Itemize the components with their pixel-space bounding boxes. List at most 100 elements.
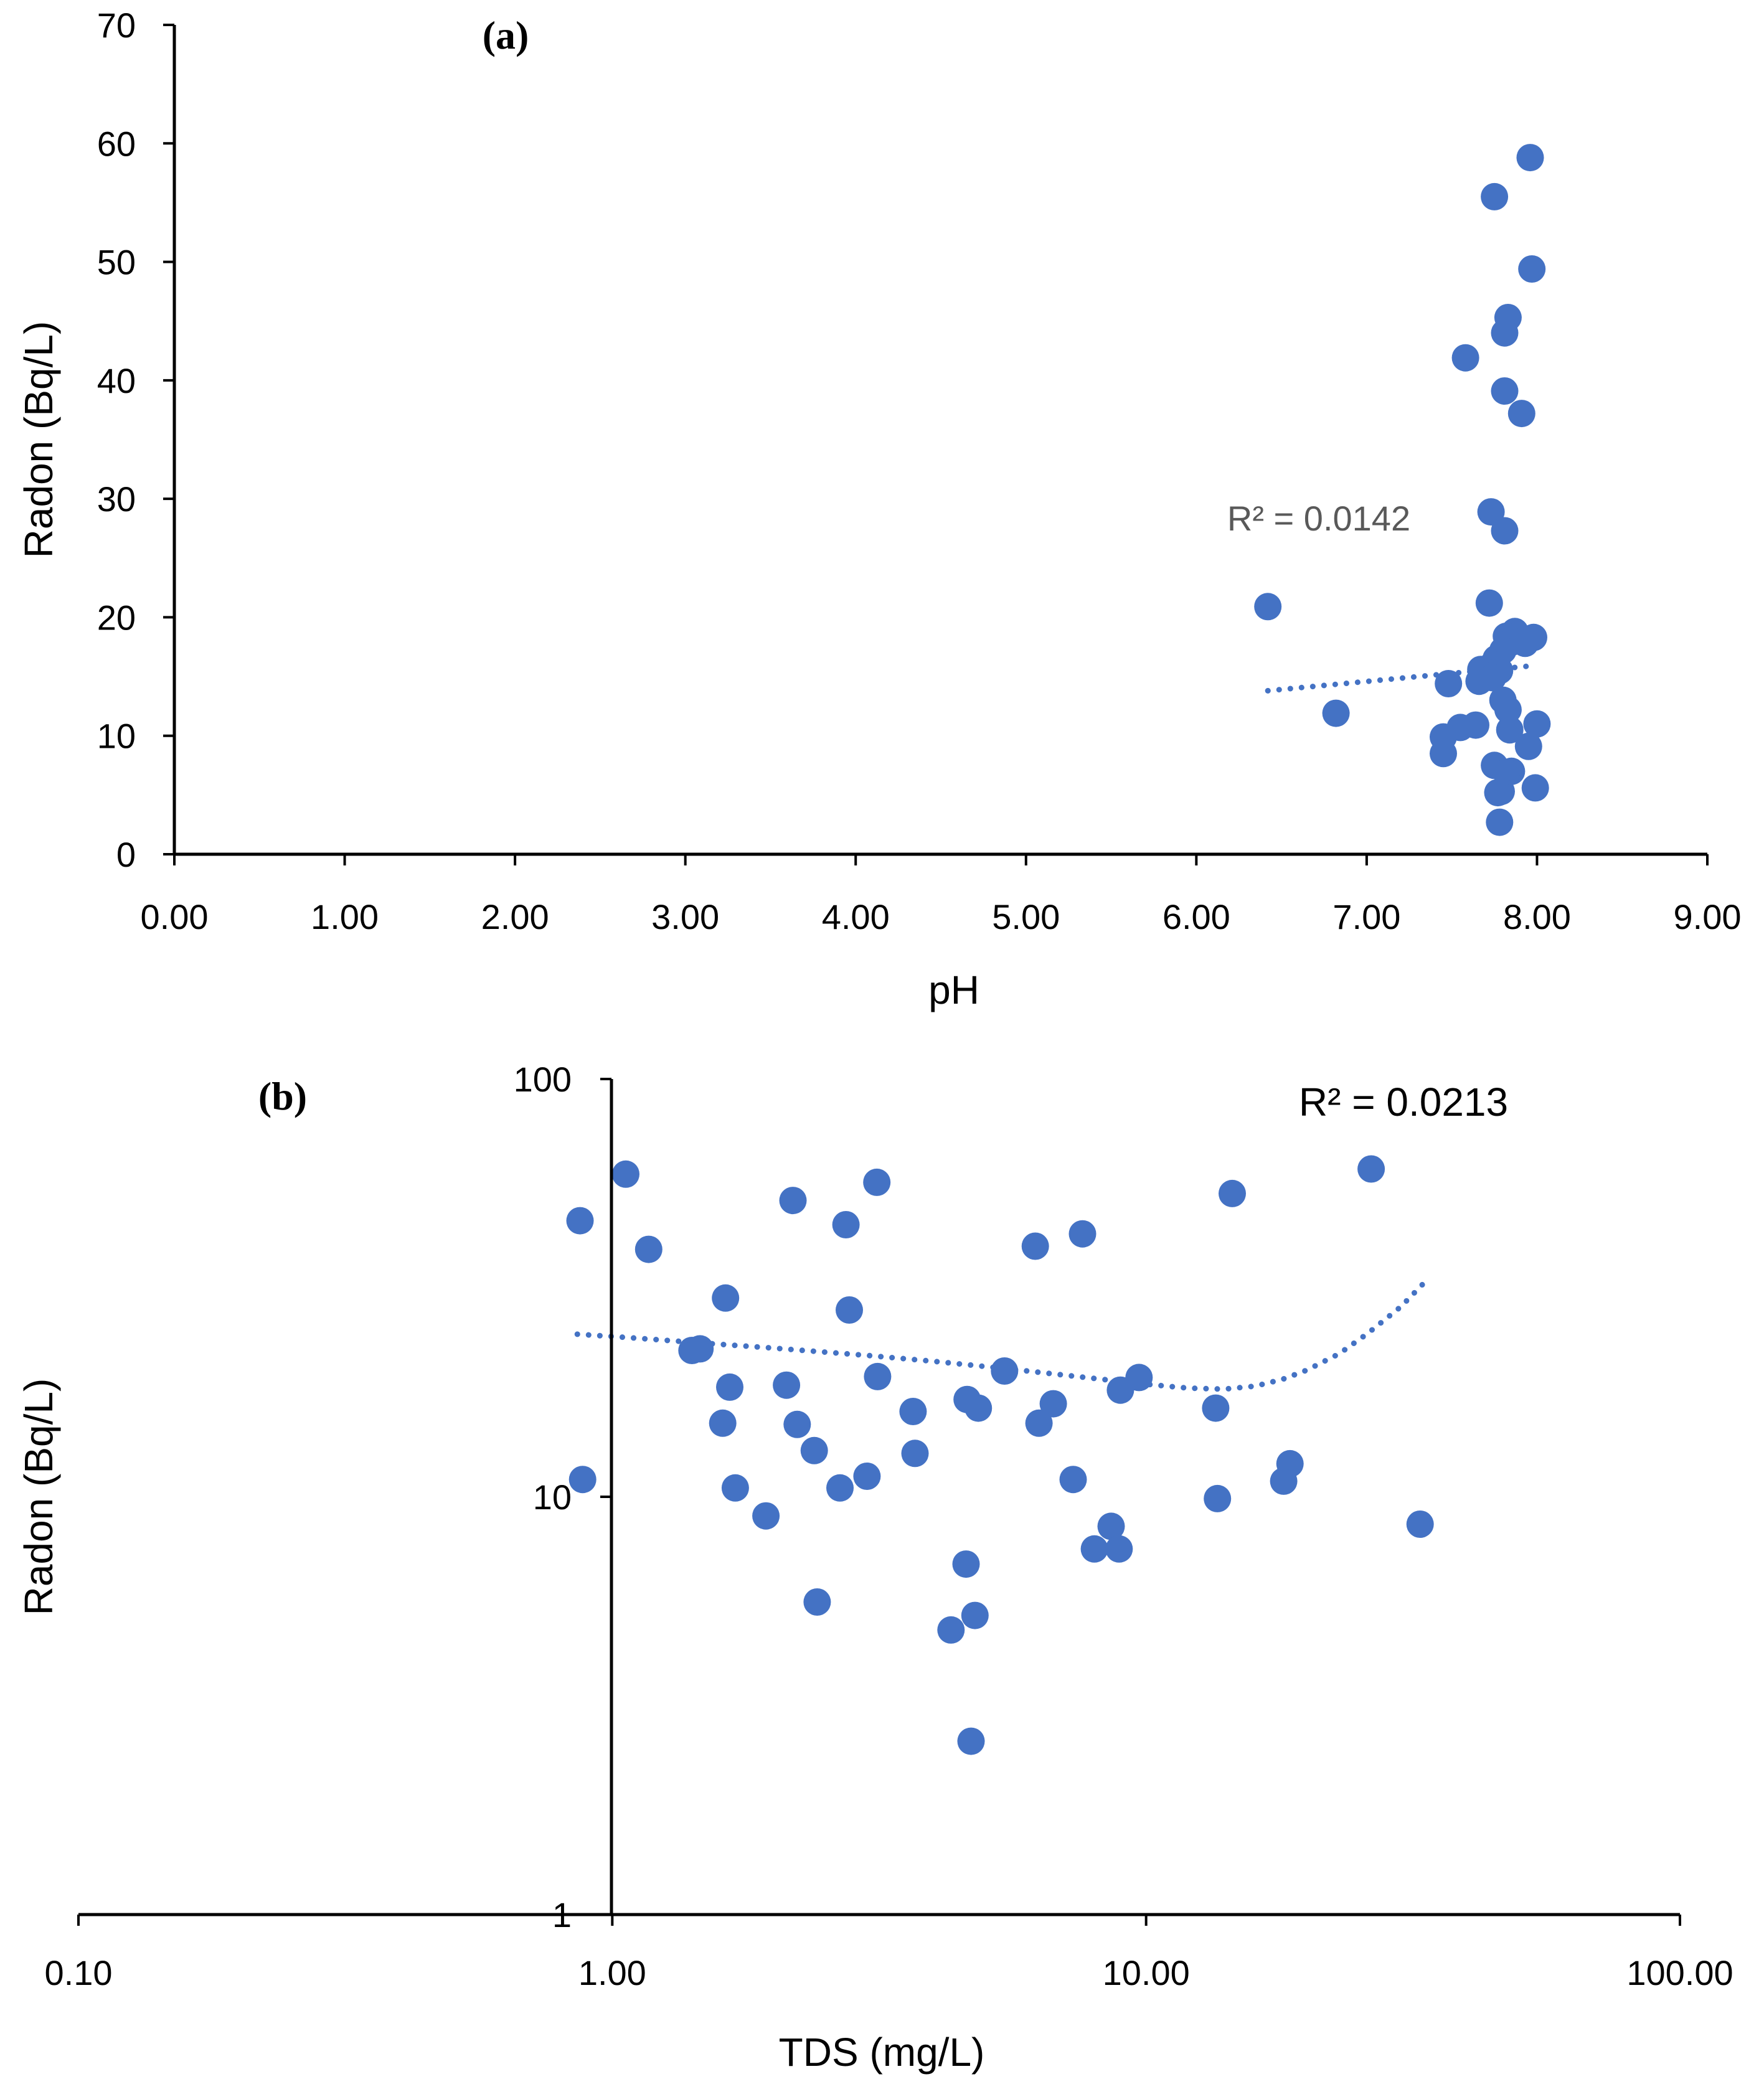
panel-b-data-point bbox=[686, 1335, 714, 1363]
panel-b-y-ticks: 1 10 100 bbox=[514, 1060, 611, 1934]
panel-a-y-ticks: 0 10 20 30 40 50 60 70 bbox=[97, 6, 174, 874]
panel-b-data-point bbox=[1097, 1512, 1125, 1540]
panel-a-data-point bbox=[1486, 808, 1514, 836]
panel-a-data-point bbox=[1475, 589, 1503, 617]
panel-b-x-ticks: 0.10 1.00 10.00 100.00 bbox=[45, 1915, 1733, 1992]
panel-b-data-point bbox=[752, 1502, 780, 1530]
panel-a-data-point bbox=[1484, 779, 1512, 807]
panel-a-data-point bbox=[1516, 144, 1544, 172]
panel-b-x-tick-label: 0.10 bbox=[45, 1953, 113, 1992]
panel-b-data-point bbox=[800, 1436, 828, 1464]
panel-a-y-tick-label: 70 bbox=[97, 6, 136, 45]
panel-b-x-tick-label: 10.00 bbox=[1103, 1953, 1190, 1992]
panel-b-data-point bbox=[1025, 1409, 1053, 1437]
panel-b-data-point bbox=[566, 1207, 594, 1235]
panel-b-data-point bbox=[721, 1474, 749, 1502]
panel-a-data-point bbox=[1462, 711, 1489, 739]
panel-b-data-point bbox=[991, 1357, 1019, 1385]
panel-b-data-point bbox=[965, 1394, 993, 1422]
panel-a-data-point bbox=[1523, 710, 1551, 738]
panel-b-data-point bbox=[634, 1235, 663, 1263]
panel-b-data-point bbox=[961, 1601, 989, 1629]
panel-a-y-tick-label: 50 bbox=[97, 243, 136, 282]
chart-panel-b: 1 10 100 0.10 1.00 10.00 100.00 (b) R² = 0.02… bbox=[16, 1060, 1733, 2075]
panel-b-data-point bbox=[1068, 1220, 1097, 1248]
panel-b-data-point bbox=[709, 1409, 737, 1437]
chart-panel-a: 0 10 20 30 40 50 60 70 0.00 1.00 2.00 3.00 4.00 5.00… bbox=[16, 6, 1742, 1012]
panel-b-data-point bbox=[826, 1474, 854, 1502]
panel-b-x-tick-label: 1.00 bbox=[578, 1953, 646, 1992]
panel-b-data-point bbox=[1039, 1390, 1067, 1418]
panel-a-x-tick-label: 3.00 bbox=[651, 897, 719, 936]
panel-a-x-tick-label: 9.00 bbox=[1674, 897, 1742, 936]
panel-a-y-tick-label: 0 bbox=[116, 835, 136, 874]
panel-a-data-point bbox=[1514, 732, 1542, 760]
panel-a-points-group bbox=[1254, 144, 1551, 836]
panel-a-data-point bbox=[1521, 774, 1549, 802]
panel-b-data-point bbox=[568, 1466, 597, 1494]
panel-b-data-point bbox=[864, 1362, 892, 1390]
panel-a-trendline bbox=[1265, 662, 1535, 694]
panel-b-y-tick-label: 1 bbox=[552, 1895, 572, 1934]
panel-b-data-point bbox=[773, 1371, 801, 1399]
panel-b-data-point bbox=[836, 1296, 863, 1324]
panel-a-data-point bbox=[1481, 182, 1509, 210]
panel-b-data-point bbox=[779, 1187, 807, 1215]
panel-a-data-point bbox=[1518, 255, 1546, 283]
panel-b-trendline bbox=[574, 1281, 1426, 1392]
panel-a-y-tick-label: 60 bbox=[97, 124, 136, 163]
panel-b-data-point bbox=[937, 1616, 965, 1644]
panel-b-r2-label: R² = 0.0213 bbox=[1299, 1080, 1508, 1124]
panel-a-x-axis-title: pH bbox=[928, 968, 979, 1012]
panel-a-x-tick-label: 4.00 bbox=[822, 897, 890, 936]
panel-a-r2-label: R² = 0.0142 bbox=[1227, 499, 1410, 538]
panel-b-data-point bbox=[901, 1440, 929, 1468]
panel-b-data-point bbox=[957, 1727, 985, 1755]
panel-b-data-point bbox=[1125, 1364, 1153, 1392]
panel-a-data-point bbox=[1477, 498, 1505, 526]
panel-a-data-point bbox=[1491, 377, 1519, 405]
panel-b-data-point bbox=[1204, 1484, 1232, 1512]
panel-a-y-tick-label: 20 bbox=[97, 598, 136, 637]
panel-b-data-point bbox=[1080, 1535, 1108, 1563]
panel-b-data-point bbox=[863, 1168, 891, 1196]
panel-a-x-tick-label: 5.00 bbox=[992, 897, 1060, 936]
panel-b-data-point bbox=[1105, 1535, 1133, 1563]
panel-b-data-point bbox=[899, 1398, 927, 1425]
panel-b-data-point bbox=[1021, 1232, 1049, 1260]
panel-b-data-point bbox=[612, 1160, 639, 1188]
panel-a-y-tick-label: 40 bbox=[97, 361, 136, 400]
panel-b-data-point bbox=[952, 1550, 980, 1578]
panel-b-y-tick-label: 10 bbox=[533, 1477, 572, 1517]
panel-a-data-point bbox=[1496, 716, 1524, 744]
panel-a-data-point bbox=[1430, 740, 1457, 768]
panel-b-data-point bbox=[1202, 1394, 1230, 1422]
panel-a-data-point bbox=[1322, 699, 1350, 727]
panel-b-data-point bbox=[1219, 1179, 1246, 1207]
panel-a-label: (a) bbox=[483, 13, 529, 57]
panel-b-trendline-group bbox=[574, 1281, 1426, 1392]
panel-a-data-point bbox=[1507, 400, 1535, 428]
panel-a-y-tick-label: 30 bbox=[97, 479, 136, 519]
panel-a-y-axis-title: Radon (Bq/L) bbox=[16, 321, 61, 558]
panel-b-x-axis-title: TDS (mg/L) bbox=[779, 2030, 985, 2075]
panel-a-x-tick-label: 0.00 bbox=[141, 897, 209, 936]
panel-b-data-point bbox=[716, 1373, 743, 1401]
panel-a-x-tick-label: 2.00 bbox=[481, 897, 549, 936]
panel-a-x-tick-label: 6.00 bbox=[1163, 897, 1230, 936]
panel-a-data-point bbox=[1254, 593, 1282, 621]
panel-a-trendline-group bbox=[1265, 662, 1535, 694]
panel-a-data-point bbox=[1494, 695, 1522, 723]
panel-a-data-point bbox=[1479, 664, 1507, 692]
panel-b-data-point bbox=[1406, 1510, 1434, 1538]
panel-a-data-point bbox=[1435, 670, 1463, 697]
panel-a-data-point bbox=[1451, 344, 1479, 372]
panel-b-data-point bbox=[783, 1410, 811, 1438]
panel-a-y-tick-label: 10 bbox=[97, 717, 136, 756]
panel-b-points-group bbox=[566, 1155, 1434, 1755]
panel-b-label: (b) bbox=[258, 1074, 307, 1118]
panel-a-x-ticks: 0.00 1.00 2.00 3.00 4.00 5.00 6.00 7.00 8.00 9.00 bbox=[141, 854, 1742, 936]
panel-a-x-tick-label: 7.00 bbox=[1332, 897, 1400, 936]
panel-b-data-point bbox=[832, 1211, 860, 1238]
